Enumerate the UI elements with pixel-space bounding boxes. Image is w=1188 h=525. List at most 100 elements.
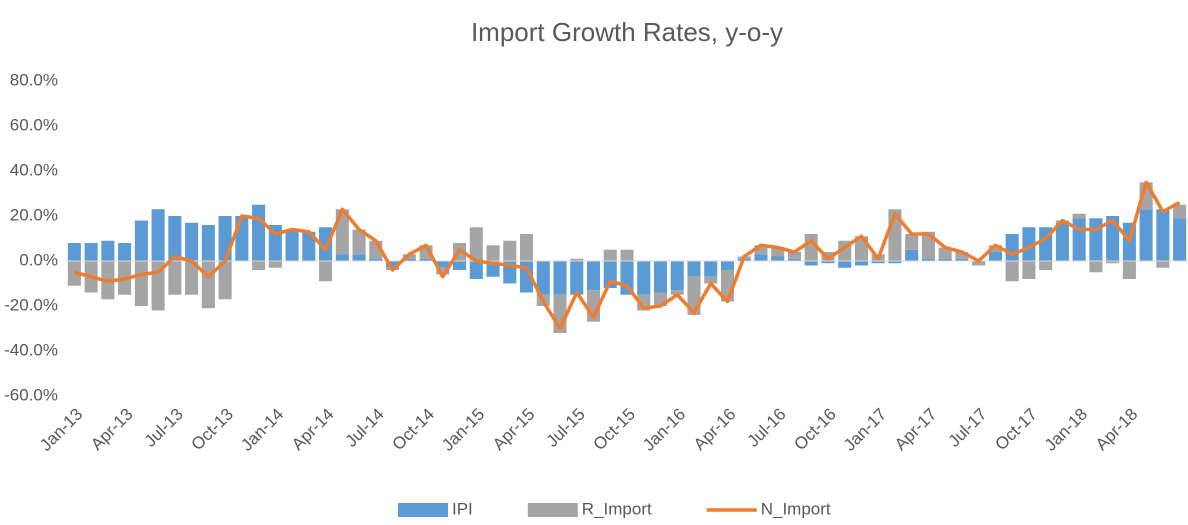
bar xyxy=(419,258,433,261)
chart-title: Import Growth Rates, y-o-y xyxy=(471,17,783,47)
bar xyxy=(352,229,366,255)
bar xyxy=(771,247,785,257)
bar xyxy=(670,261,684,291)
bar xyxy=(218,216,232,261)
bar xyxy=(603,249,617,261)
y-tick-label: 20.0% xyxy=(10,205,58,224)
bar xyxy=(302,231,316,261)
x-tick-label: Oct-14 xyxy=(389,405,439,455)
bar xyxy=(637,261,651,295)
bar xyxy=(118,243,132,261)
bar xyxy=(319,227,333,261)
bar xyxy=(804,234,818,261)
bar xyxy=(536,261,550,295)
bar xyxy=(804,261,818,266)
legend-swatch xyxy=(527,503,578,517)
bar xyxy=(386,261,400,268)
bar xyxy=(670,290,684,295)
bar xyxy=(838,261,852,268)
bar xyxy=(84,243,98,261)
bar xyxy=(151,209,165,261)
bar xyxy=(787,258,801,261)
bar xyxy=(436,261,450,268)
bar xyxy=(687,261,701,277)
bar xyxy=(754,245,768,255)
x-tick-label: Jan-17 xyxy=(840,405,890,455)
bar xyxy=(1039,261,1053,270)
bar xyxy=(771,256,785,261)
x-tick-label: Jul-13 xyxy=(141,405,187,451)
bar xyxy=(938,258,952,261)
y-tick-label: 40.0% xyxy=(10,160,58,179)
bar xyxy=(1106,261,1120,264)
bar xyxy=(67,243,81,261)
x-tick-label: Oct-15 xyxy=(589,405,639,455)
bar xyxy=(369,258,383,261)
x-tick-label: Oct-16 xyxy=(790,405,840,455)
bar xyxy=(285,229,299,261)
x-tick-label: Apr-18 xyxy=(1092,405,1142,455)
legend-label: IPI xyxy=(452,499,473,518)
x-tick-label: Jan-15 xyxy=(438,405,488,455)
bar xyxy=(854,261,868,266)
bar xyxy=(185,261,199,295)
bar xyxy=(469,227,483,261)
x-tick-label: Jul-16 xyxy=(744,405,790,451)
y-tick-label: -40.0% xyxy=(4,340,58,359)
bar xyxy=(1089,218,1103,261)
bar xyxy=(586,261,601,291)
bar xyxy=(319,261,333,282)
bar xyxy=(653,261,668,293)
bar xyxy=(888,261,902,264)
bar xyxy=(134,220,148,261)
x-tick-label: Apr-16 xyxy=(690,405,740,455)
x-tick-label: Jan-13 xyxy=(36,405,86,455)
bar xyxy=(168,261,182,295)
bar xyxy=(570,258,584,261)
bar xyxy=(453,261,467,270)
legend-label: R_Import xyxy=(582,499,652,518)
bar xyxy=(469,261,483,279)
y-tick-label: 80.0% xyxy=(10,70,58,89)
bar xyxy=(972,261,986,266)
x-tick-label: Apr-15 xyxy=(489,405,539,455)
x-tick-label: Apr-17 xyxy=(891,405,941,455)
bar xyxy=(1005,234,1019,261)
y-tick-label: 0.0% xyxy=(19,250,58,269)
bar xyxy=(268,261,282,268)
bar xyxy=(352,254,366,261)
bar xyxy=(1122,261,1136,279)
x-tick-label: Jan-18 xyxy=(1041,405,1091,455)
bar xyxy=(754,254,768,261)
bar xyxy=(905,234,919,250)
bar xyxy=(503,240,517,261)
x-tick-label: Oct-13 xyxy=(188,405,238,455)
bar xyxy=(252,261,266,270)
bar xyxy=(720,261,735,270)
bar xyxy=(1139,209,1153,261)
bar xyxy=(1055,222,1069,261)
bar xyxy=(134,261,148,306)
bar xyxy=(704,276,718,284)
bar xyxy=(620,249,634,261)
y-tick-label: 60.0% xyxy=(10,115,58,134)
bar xyxy=(821,261,835,264)
bar xyxy=(1022,227,1036,261)
bar xyxy=(101,240,115,261)
bar xyxy=(988,252,1002,261)
bar xyxy=(787,252,801,259)
bar xyxy=(218,261,232,300)
bar xyxy=(871,261,885,264)
bar xyxy=(1089,261,1103,273)
x-tick-label: Apr-13 xyxy=(87,405,137,455)
bar xyxy=(1106,216,1120,261)
x-tick-label: Jan-14 xyxy=(237,405,287,455)
bar xyxy=(486,245,500,261)
bar xyxy=(955,252,969,259)
x-tick-label: Jul-15 xyxy=(543,405,589,451)
y-tick-label: -60.0% xyxy=(4,385,58,404)
x-tick-label: Jan-16 xyxy=(639,405,689,455)
bar xyxy=(1156,209,1170,261)
bar xyxy=(1072,213,1086,219)
